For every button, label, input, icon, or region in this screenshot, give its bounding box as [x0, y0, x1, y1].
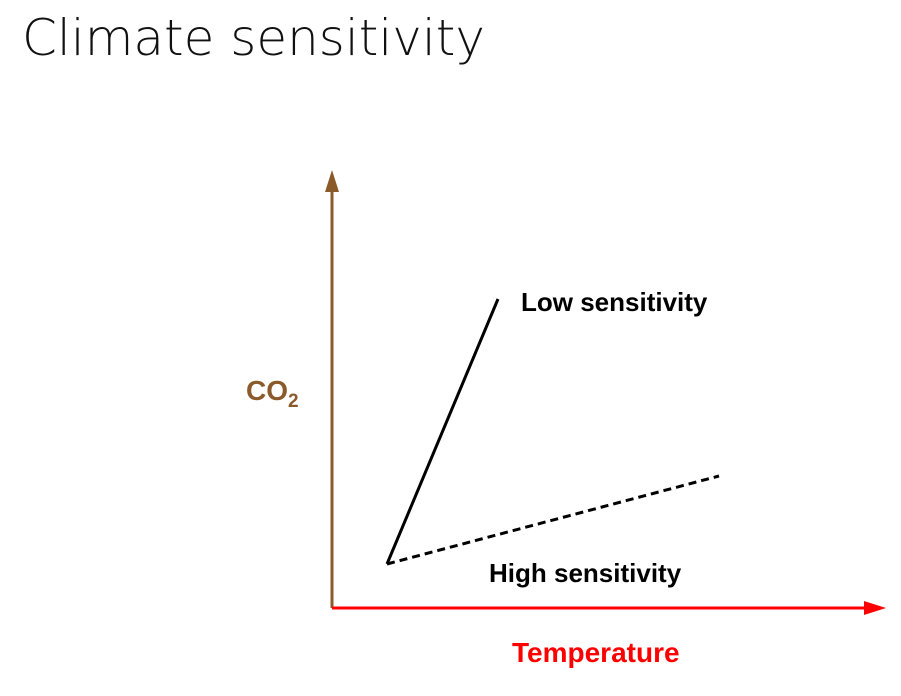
low-sensitivity-line — [385, 298, 500, 565]
y-axis-label: CO2 — [246, 375, 299, 412]
high-sensitivity-line — [386, 474, 720, 566]
y-axis — [325, 170, 339, 608]
y-axis-arrowhead — [325, 170, 339, 192]
y-axis-label-subscript: 2 — [288, 391, 299, 412]
x-axis-arrowhead — [864, 601, 886, 615]
x-axis-label: Temperature — [512, 637, 680, 668]
x-axis — [332, 601, 886, 615]
high-sensitivity-label: High sensitivity — [489, 558, 682, 588]
page-title: Climate sensitivity — [22, 9, 485, 67]
low-sensitivity-label: Low sensitivity — [521, 287, 708, 317]
y-axis-label-main: CO — [246, 375, 288, 406]
